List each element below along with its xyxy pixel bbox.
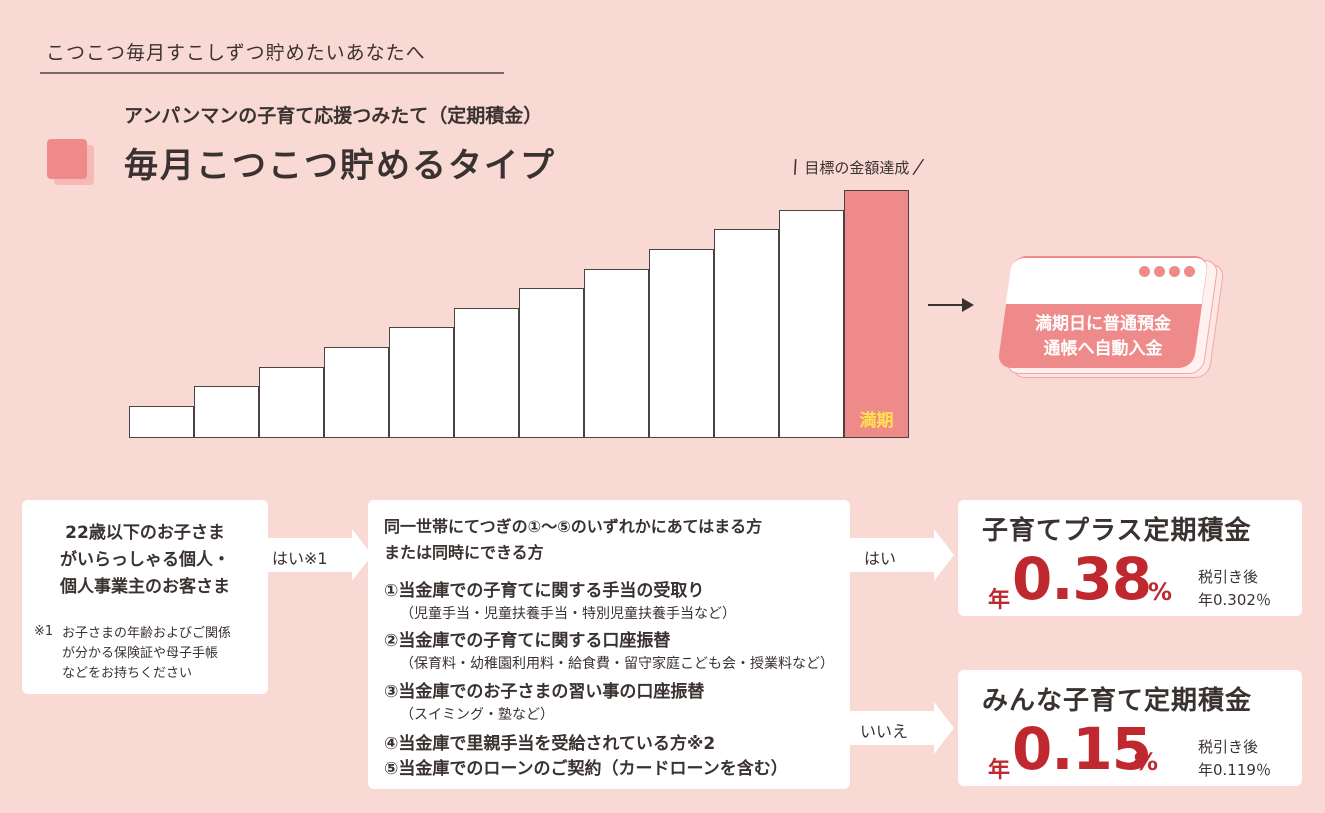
calendar-icon <box>995 252 1226 382</box>
calendar-dot <box>1184 266 1195 277</box>
eligibility-line-2: がいらっしゃる個人・ <box>60 550 230 570</box>
rate-minna-prefix: 年 <box>988 758 1011 783</box>
rate-plus-note-2: 年0.302％ <box>1198 591 1271 609</box>
calendar-line-2: 通帳へ自動入金 <box>1043 339 1163 359</box>
calendar-dot <box>1139 266 1150 277</box>
page-title: 毎月こつこつ貯めるタイプ <box>124 146 556 186</box>
arrow-right-line <box>928 304 964 306</box>
conditions-intro: 同一世帯にてつぎの①～⑤のいずれかにあてはまる方 または同時にできる方 <box>384 514 854 566</box>
savings-bar <box>194 386 259 438</box>
rate-plus-note-1: 税引き後 <box>1198 568 1259 586</box>
rate-plus-value: 0.38 <box>1012 545 1152 613</box>
savings-bar <box>324 347 389 438</box>
note-line-2: が分かる保険証や母子手帳 <box>62 646 219 661</box>
savings-bar <box>259 367 324 438</box>
rate-plus-name: 子育てプラス定期積金 <box>982 516 1252 546</box>
slash-right-icon: / <box>911 156 926 178</box>
savings-bar <box>584 269 649 438</box>
conditions-card <box>368 500 850 789</box>
calendar-text: 満期日に普通預金 通帳へ自動入金 <box>1000 312 1206 362</box>
condition-item-4: ④当金庫で里親手当を受給されている方※2 <box>384 734 716 754</box>
savings-bar <box>519 288 584 438</box>
tagline-underline <box>40 72 504 74</box>
eligibility-card <box>22 500 268 694</box>
no-arrow <box>850 702 954 754</box>
calendar-dot <box>1154 266 1165 277</box>
eligibility-line-1: 22歳以下のお子さま <box>65 523 225 543</box>
title-square-icon <box>47 139 87 179</box>
conditions-intro-line-2: または同時にできる方 <box>384 543 544 562</box>
condition-item-2-detail: （保育料・幼稚園利用料・給食費・留守家庭こども会・授業料など） <box>400 656 834 672</box>
calendar-header <box>1005 258 1209 304</box>
rate-minna-name: みんな子育て定期積金 <box>982 686 1253 716</box>
goal-text: 目標の金額達成 <box>804 159 910 177</box>
eligibility-line-3: 個人事業主のお客さま <box>60 577 230 597</box>
no-arrow-label: いいえ <box>860 722 909 741</box>
tagline: こつこつ毎月すこしずつ貯めたいあなたへ <box>46 42 426 64</box>
rate-plus-prefix: 年 <box>988 588 1011 613</box>
final-bar: 満期 <box>844 190 909 438</box>
savings-bar <box>129 406 194 438</box>
savings-bar <box>454 308 519 438</box>
note-line-3: などをお持ちください <box>62 666 193 681</box>
rate-minna-note: 税引き後 年0.119％ <box>1198 736 1271 782</box>
rate-minna-note-1: 税引き後 <box>1198 738 1259 756</box>
calendar-dot <box>1169 266 1180 277</box>
eligibility-note: お子さまの年齢およびご関係 が分かる保険証や母子手帳 などをお持ちください <box>62 624 262 684</box>
rate-minna-unit: % <box>1134 748 1159 776</box>
note-line-1: お子さまの年齢およびご関係 <box>62 626 232 641</box>
rate-card-plus <box>958 500 1302 616</box>
rate-card-minna <box>958 670 1302 786</box>
rate-plus-unit: % <box>1148 578 1173 606</box>
savings-bar <box>779 210 844 438</box>
yes-arrow-2 <box>850 529 954 581</box>
rate-minna-note-2: 年0.119％ <box>1198 761 1271 779</box>
rate-plus-note: 税引き後 年0.302％ <box>1198 566 1271 612</box>
note-mark: ※1 <box>34 624 54 639</box>
condition-item-3-detail: （スイミング・塾など） <box>400 707 554 723</box>
yes-arrow-2-label: はい <box>864 549 897 568</box>
savings-bar <box>714 229 779 438</box>
savings-staircase: 満期 <box>129 190 909 438</box>
rate-minna-value: 0.15 <box>1012 715 1152 783</box>
condition-item-1-detail: （児童手当・児童扶養手当・特別児童扶養手当など） <box>400 606 736 622</box>
savings-bar <box>649 249 714 438</box>
condition-item-5: ⑤当金庫でのローンのご契約（カードローンを含む） <box>384 759 788 779</box>
subtitle: アンパンマンの子育て応援つみたて（定期積金） <box>124 105 543 127</box>
calendar-line-1: 満期日に普通預金 <box>1035 314 1171 334</box>
slash-left-icon: \ <box>787 156 803 178</box>
condition-item-3: ③当金庫でのお子さまの習い事の口座振替 <box>384 682 705 702</box>
eligibility-text: 22歳以下のお子さま がいらっしゃる個人・ 個人事業主のお客さま <box>22 520 268 601</box>
conditions-intro-line-1: 同一世帯にてつぎの①～⑤のいずれかにあてはまる方 <box>384 517 763 536</box>
yes-arrow-1 <box>266 529 372 581</box>
savings-bar <box>389 327 454 438</box>
condition-item-2: ②当金庫での子育てに関する口座振替 <box>384 631 671 651</box>
final-bar-label: 満期 <box>859 411 894 431</box>
condition-item-1: ①当金庫での子育てに関する手当の受取り <box>384 581 705 601</box>
arrow-right-icon <box>962 298 974 312</box>
yes-arrow-1-label: はい※1 <box>272 549 328 568</box>
goal-label: \ 目標の金額達成 / <box>786 156 928 178</box>
